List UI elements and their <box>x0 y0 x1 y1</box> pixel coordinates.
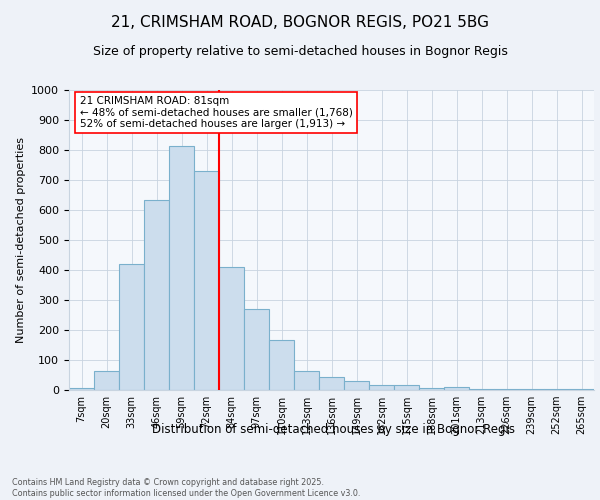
Bar <box>219 267 244 390</box>
Y-axis label: Number of semi-detached properties: Number of semi-detached properties <box>16 137 26 343</box>
Bar <box>444 387 469 390</box>
Bar <box>94 370 119 390</box>
Text: 21 CRIMSHAM ROAD: 81sqm
← 48% of semi-detached houses are smaller (1,768)
52% of: 21 CRIMSHAM ROAD: 81sqm ← 48% of semi-de… <box>79 96 352 129</box>
Bar <box>244 309 269 390</box>
Text: Contains HM Land Registry data © Crown copyright and database right 2025.
Contai: Contains HM Land Registry data © Crown c… <box>12 478 361 498</box>
Bar <box>119 264 144 390</box>
Bar <box>569 389 594 390</box>
Bar <box>344 381 369 390</box>
Bar <box>169 146 194 390</box>
Text: Distribution of semi-detached houses by size in Bognor Regis: Distribution of semi-detached houses by … <box>152 422 515 436</box>
Bar <box>69 388 94 390</box>
Bar <box>369 385 394 390</box>
Text: 21, CRIMSHAM ROAD, BOGNOR REGIS, PO21 5BG: 21, CRIMSHAM ROAD, BOGNOR REGIS, PO21 5B… <box>111 15 489 30</box>
Bar <box>294 370 319 390</box>
Bar <box>194 171 219 390</box>
Text: Size of property relative to semi-detached houses in Bognor Regis: Size of property relative to semi-detach… <box>92 45 508 58</box>
Bar <box>319 378 344 390</box>
Bar <box>269 340 294 390</box>
Bar <box>419 388 444 390</box>
Bar <box>144 200 169 390</box>
Bar <box>394 385 419 390</box>
Bar <box>469 389 494 390</box>
